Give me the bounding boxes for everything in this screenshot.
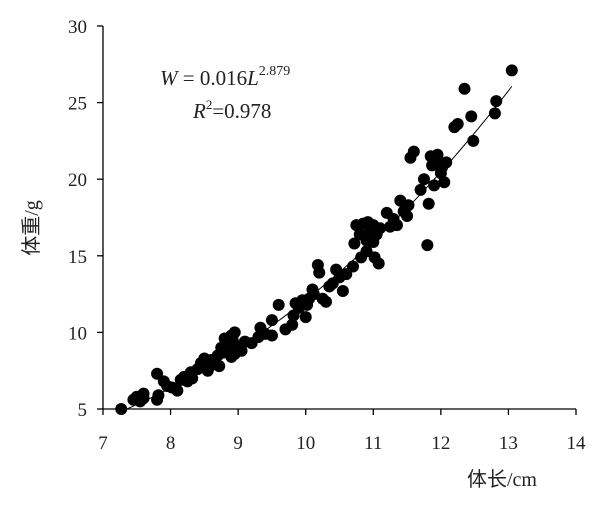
r2-value: =0.978	[212, 99, 271, 123]
data-point	[336, 285, 349, 298]
x-axis-label: 体长/cm	[467, 468, 537, 491]
data-point	[431, 148, 444, 161]
x-tick-label: 14	[567, 433, 587, 454]
data-point	[414, 183, 427, 196]
x-tick-label: 12	[431, 433, 450, 454]
y-axis-label: 体重/g	[20, 200, 43, 256]
eq-l: L	[246, 66, 259, 90]
data-point	[286, 318, 299, 331]
fit-curve	[119, 86, 513, 413]
data-point	[313, 266, 326, 279]
data-point	[228, 326, 241, 339]
data-point	[319, 295, 332, 308]
y-tick-label: 15	[68, 247, 87, 268]
data-point	[265, 314, 278, 327]
data-point	[488, 107, 501, 120]
r2-sup: 2	[206, 97, 213, 112]
r2-r: R	[192, 99, 206, 123]
data-point	[428, 179, 441, 192]
data-point	[458, 82, 471, 95]
fit-curve-group	[119, 86, 513, 413]
data-point	[265, 329, 278, 342]
data-point	[465, 110, 478, 123]
data-point	[186, 372, 199, 385]
fit-equation: W = 0.016L2.879	[160, 64, 290, 90]
data-points	[115, 64, 518, 415]
y-tick-label: 5	[78, 400, 88, 421]
y-tick-label: 20	[68, 170, 87, 191]
data-point	[348, 237, 361, 250]
x-tick-label: 9	[233, 433, 243, 454]
eq-exponent: 2.879	[259, 64, 291, 79]
y-axis-label-wrap: 体重/g	[20, 200, 43, 256]
data-point	[467, 134, 480, 147]
r-squared: R2=0.978	[192, 97, 271, 123]
eq-coef: = 0.016	[178, 66, 248, 90]
axis-ticks: 7 8 9 10 11 12 13 14 5 10 15 20 25 30	[68, 17, 586, 454]
data-point	[235, 344, 248, 357]
eq-w: W	[160, 66, 180, 90]
data-point	[417, 173, 430, 186]
data-point	[422, 197, 435, 210]
data-point	[440, 156, 453, 169]
data-point	[115, 403, 128, 415]
data-point	[421, 239, 434, 252]
x-tick-label: 7	[98, 433, 108, 454]
data-point	[438, 176, 451, 189]
data-point	[213, 360, 226, 373]
data-point	[505, 64, 518, 77]
data-point	[272, 298, 285, 311]
y-tick-label: 30	[68, 17, 87, 38]
data-point	[490, 95, 503, 108]
data-point	[451, 118, 464, 131]
data-point	[171, 384, 184, 397]
data-point	[372, 257, 385, 270]
data-point	[299, 311, 312, 324]
y-tick-label: 25	[68, 94, 87, 115]
data-point	[347, 260, 360, 273]
data-point	[402, 199, 415, 212]
data-point	[137, 392, 150, 405]
x-tick-label: 13	[499, 433, 518, 454]
data-point	[307, 288, 320, 301]
y-tick-label: 10	[68, 323, 87, 344]
data-point	[401, 209, 414, 222]
data-point	[374, 222, 387, 235]
x-tick-label: 8	[166, 433, 176, 454]
x-tick-label: 11	[364, 433, 382, 454]
x-tick-label: 10	[296, 433, 315, 454]
data-point	[152, 389, 165, 402]
data-point	[390, 219, 403, 232]
data-point	[407, 145, 420, 158]
